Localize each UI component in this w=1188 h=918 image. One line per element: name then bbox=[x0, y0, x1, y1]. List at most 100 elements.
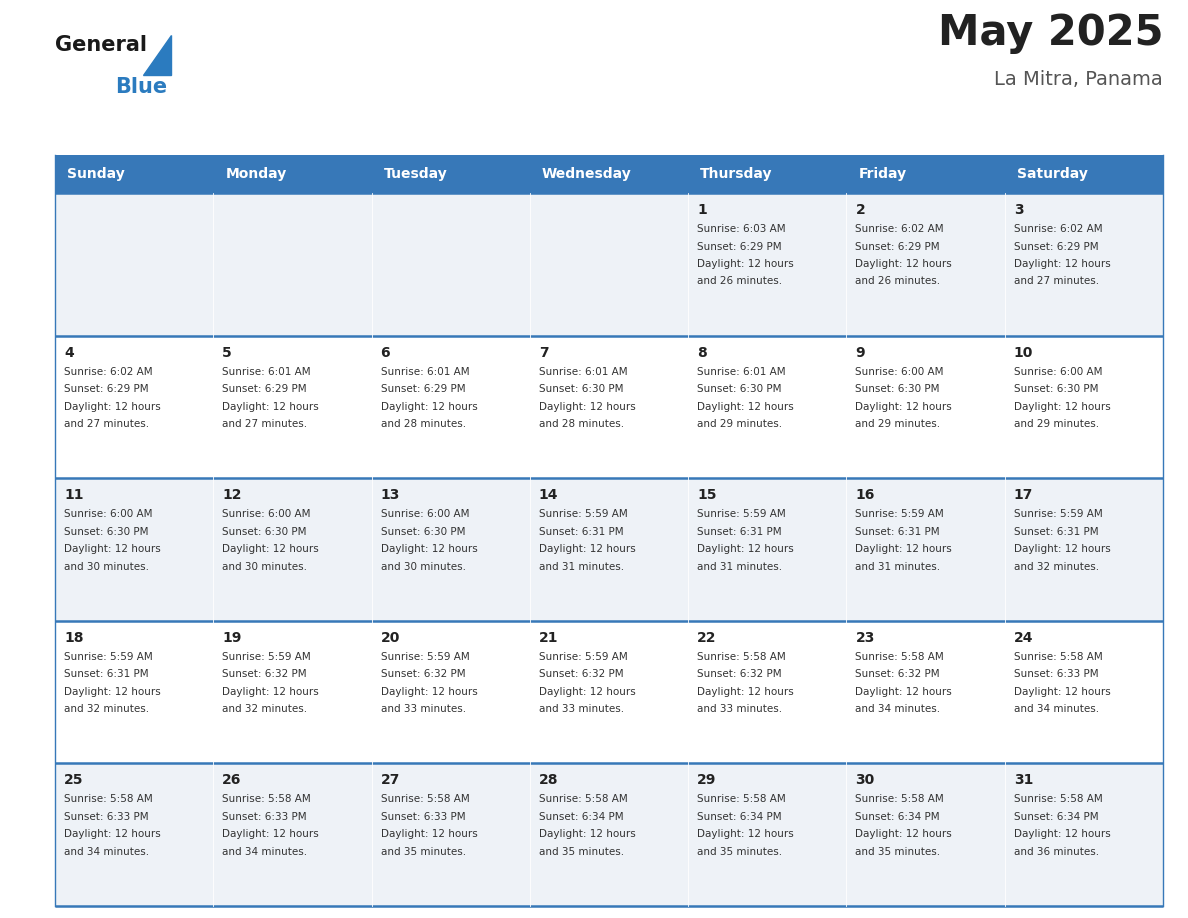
Text: Sunset: 6:31 PM: Sunset: 6:31 PM bbox=[64, 669, 148, 679]
Text: and 30 minutes.: and 30 minutes. bbox=[380, 562, 466, 572]
Text: 16: 16 bbox=[855, 488, 874, 502]
Text: Sunrise: 5:58 AM: Sunrise: 5:58 AM bbox=[1013, 794, 1102, 804]
Text: Sunrise: 5:58 AM: Sunrise: 5:58 AM bbox=[697, 652, 786, 662]
Text: 25: 25 bbox=[64, 773, 83, 788]
Text: Blue: Blue bbox=[115, 77, 168, 97]
Text: and 35 minutes.: and 35 minutes. bbox=[697, 847, 782, 856]
Text: Daylight: 12 hours: Daylight: 12 hours bbox=[855, 544, 952, 554]
Text: Daylight: 12 hours: Daylight: 12 hours bbox=[1013, 829, 1111, 839]
Text: La Mitra, Panama: La Mitra, Panama bbox=[994, 70, 1163, 89]
Text: Sunrise: 5:59 AM: Sunrise: 5:59 AM bbox=[1013, 509, 1102, 520]
Text: Sunset: 6:30 PM: Sunset: 6:30 PM bbox=[1013, 384, 1098, 394]
Text: and 32 minutes.: and 32 minutes. bbox=[64, 704, 150, 714]
Bar bbox=[55, 621, 214, 764]
Bar bbox=[688, 336, 846, 478]
Bar bbox=[1005, 764, 1163, 906]
Text: and 34 minutes.: and 34 minutes. bbox=[222, 847, 308, 856]
Bar bbox=[372, 764, 530, 906]
Bar bbox=[688, 621, 846, 764]
Text: and 34 minutes.: and 34 minutes. bbox=[855, 704, 941, 714]
Text: Sunset: 6:29 PM: Sunset: 6:29 PM bbox=[697, 241, 782, 252]
Text: 10: 10 bbox=[1013, 345, 1034, 360]
Text: Sunset: 6:30 PM: Sunset: 6:30 PM bbox=[222, 527, 307, 537]
Text: Daylight: 12 hours: Daylight: 12 hours bbox=[539, 829, 636, 839]
Text: 13: 13 bbox=[380, 488, 400, 502]
Bar bbox=[1005, 193, 1163, 336]
Text: General: General bbox=[55, 35, 147, 55]
Text: Daylight: 12 hours: Daylight: 12 hours bbox=[64, 401, 160, 411]
Text: and 27 minutes.: and 27 minutes. bbox=[222, 420, 308, 429]
Text: and 26 minutes.: and 26 minutes. bbox=[855, 276, 941, 286]
Bar bbox=[372, 155, 530, 193]
Text: 23: 23 bbox=[855, 631, 874, 644]
Text: Sunrise: 5:58 AM: Sunrise: 5:58 AM bbox=[855, 652, 944, 662]
Text: Daylight: 12 hours: Daylight: 12 hours bbox=[697, 687, 794, 697]
Bar bbox=[214, 621, 372, 764]
Bar bbox=[55, 155, 214, 193]
Text: Daylight: 12 hours: Daylight: 12 hours bbox=[64, 687, 160, 697]
Text: Daylight: 12 hours: Daylight: 12 hours bbox=[855, 687, 952, 697]
Text: Daylight: 12 hours: Daylight: 12 hours bbox=[697, 829, 794, 839]
Text: 1: 1 bbox=[697, 203, 707, 217]
Bar bbox=[1005, 155, 1163, 193]
Text: and 33 minutes.: and 33 minutes. bbox=[380, 704, 466, 714]
Text: and 36 minutes.: and 36 minutes. bbox=[1013, 847, 1099, 856]
Text: 19: 19 bbox=[222, 631, 241, 644]
Text: and 29 minutes.: and 29 minutes. bbox=[855, 420, 941, 429]
Text: Sunset: 6:32 PM: Sunset: 6:32 PM bbox=[222, 669, 307, 679]
Bar bbox=[214, 193, 372, 336]
Text: Daylight: 12 hours: Daylight: 12 hours bbox=[380, 544, 478, 554]
Text: and 33 minutes.: and 33 minutes. bbox=[539, 704, 624, 714]
Text: 20: 20 bbox=[380, 631, 400, 644]
Bar bbox=[372, 336, 530, 478]
Text: Wednesday: Wednesday bbox=[542, 167, 632, 181]
Text: Saturday: Saturday bbox=[1017, 167, 1087, 181]
Text: Tuesday: Tuesday bbox=[384, 167, 448, 181]
Text: 8: 8 bbox=[697, 345, 707, 360]
Bar bbox=[214, 155, 372, 193]
Bar bbox=[846, 155, 1005, 193]
Text: and 30 minutes.: and 30 minutes. bbox=[222, 562, 308, 572]
Text: 7: 7 bbox=[539, 345, 549, 360]
Text: Sunset: 6:33 PM: Sunset: 6:33 PM bbox=[380, 812, 466, 822]
Text: Sunset: 6:32 PM: Sunset: 6:32 PM bbox=[855, 669, 940, 679]
Text: Sunset: 6:34 PM: Sunset: 6:34 PM bbox=[855, 812, 940, 822]
Text: Daylight: 12 hours: Daylight: 12 hours bbox=[855, 259, 952, 269]
Text: and 30 minutes.: and 30 minutes. bbox=[64, 562, 148, 572]
Bar bbox=[1005, 478, 1163, 621]
Bar bbox=[688, 478, 846, 621]
Bar bbox=[55, 193, 214, 336]
Text: Sunrise: 5:59 AM: Sunrise: 5:59 AM bbox=[539, 652, 627, 662]
Bar bbox=[846, 336, 1005, 478]
Bar bbox=[530, 621, 688, 764]
Text: and 28 minutes.: and 28 minutes. bbox=[539, 420, 624, 429]
Text: Sunrise: 6:01 AM: Sunrise: 6:01 AM bbox=[222, 366, 311, 376]
Bar bbox=[846, 764, 1005, 906]
Text: Sunday: Sunday bbox=[67, 167, 125, 181]
Bar bbox=[688, 193, 846, 336]
Text: and 27 minutes.: and 27 minutes. bbox=[64, 420, 150, 429]
Text: 4: 4 bbox=[64, 345, 74, 360]
Text: Sunset: 6:29 PM: Sunset: 6:29 PM bbox=[222, 384, 307, 394]
Text: Sunrise: 5:58 AM: Sunrise: 5:58 AM bbox=[855, 794, 944, 804]
Text: and 31 minutes.: and 31 minutes. bbox=[697, 562, 782, 572]
Bar bbox=[846, 621, 1005, 764]
Text: Sunset: 6:34 PM: Sunset: 6:34 PM bbox=[539, 812, 624, 822]
Bar bbox=[372, 621, 530, 764]
Text: 31: 31 bbox=[1013, 773, 1034, 788]
Text: 5: 5 bbox=[222, 345, 232, 360]
Bar bbox=[214, 336, 372, 478]
Text: Monday: Monday bbox=[226, 167, 286, 181]
Text: Sunrise: 5:59 AM: Sunrise: 5:59 AM bbox=[222, 652, 311, 662]
Text: and 34 minutes.: and 34 minutes. bbox=[64, 847, 150, 856]
Text: and 32 minutes.: and 32 minutes. bbox=[222, 704, 308, 714]
Text: Sunset: 6:34 PM: Sunset: 6:34 PM bbox=[697, 812, 782, 822]
Text: and 35 minutes.: and 35 minutes. bbox=[380, 847, 466, 856]
Text: 18: 18 bbox=[64, 631, 83, 644]
Text: Sunset: 6:29 PM: Sunset: 6:29 PM bbox=[380, 384, 466, 394]
Text: Daylight: 12 hours: Daylight: 12 hours bbox=[1013, 687, 1111, 697]
Text: 2: 2 bbox=[855, 203, 865, 217]
Text: and 31 minutes.: and 31 minutes. bbox=[855, 562, 941, 572]
Bar bbox=[214, 478, 372, 621]
Text: Sunset: 6:33 PM: Sunset: 6:33 PM bbox=[222, 812, 307, 822]
